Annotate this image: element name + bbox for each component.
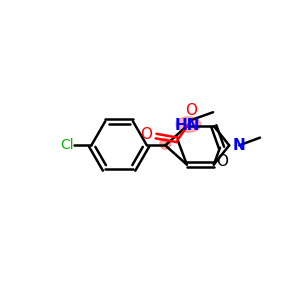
Text: N: N	[232, 138, 245, 153]
Text: O: O	[140, 127, 152, 142]
Text: Cl: Cl	[60, 138, 74, 152]
Text: HN: HN	[175, 118, 200, 133]
Text: O: O	[216, 154, 228, 169]
Text: O: O	[185, 103, 197, 118]
Ellipse shape	[176, 117, 201, 132]
Circle shape	[160, 138, 171, 149]
